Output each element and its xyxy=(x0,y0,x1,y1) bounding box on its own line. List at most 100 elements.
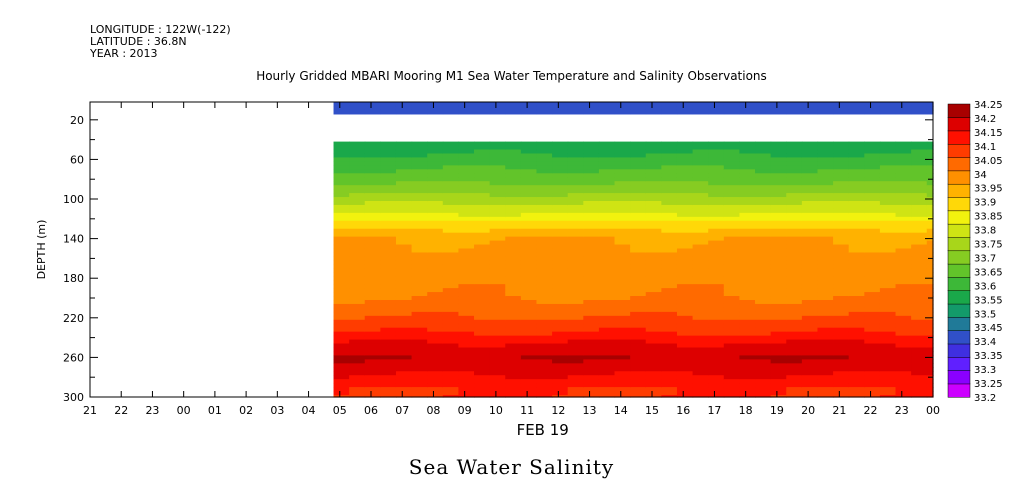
salinity-cell xyxy=(926,153,934,159)
salinity-cell xyxy=(739,220,756,226)
salinity-cell xyxy=(879,387,897,392)
salinity-cell xyxy=(333,232,350,238)
salinity-cell xyxy=(801,161,819,166)
salinity-cell xyxy=(411,244,428,250)
salinity-cell xyxy=(692,335,709,341)
salinity-cell xyxy=(630,292,647,297)
salinity-cell xyxy=(926,331,934,337)
salinity-cell xyxy=(661,216,678,222)
salinity-cell xyxy=(895,105,912,111)
salinity-cell xyxy=(520,141,538,147)
salinity-cell xyxy=(598,153,616,159)
salinity-cell xyxy=(567,311,584,317)
salinity-cell xyxy=(848,204,865,210)
salinity-cell xyxy=(333,236,350,242)
salinity-cell xyxy=(895,280,912,285)
salinity-cell xyxy=(895,375,912,380)
salinity-cell xyxy=(864,212,881,218)
salinity-cell xyxy=(786,185,803,190)
salinity-cell xyxy=(708,284,725,289)
salinity-cell xyxy=(427,161,444,166)
salinity-cell xyxy=(364,351,381,357)
salinity-cell xyxy=(739,208,756,214)
salinity-cell xyxy=(442,240,460,246)
salinity-cell xyxy=(583,212,600,218)
salinity-cell xyxy=(661,284,678,289)
salinity-cell xyxy=(505,232,522,238)
salinity-cell xyxy=(911,375,928,380)
salinity-cell xyxy=(755,161,772,166)
x-tick-label: 05 xyxy=(333,404,347,417)
salinity-cell xyxy=(489,220,506,226)
salinity-cell xyxy=(895,102,912,107)
salinity-cell xyxy=(583,224,600,230)
salinity-cell xyxy=(614,248,631,254)
salinity-cell xyxy=(520,371,538,376)
salinity-cell xyxy=(458,264,475,269)
salinity-cell xyxy=(567,323,584,329)
salinity-cell xyxy=(895,335,912,341)
salinity-cell xyxy=(770,256,787,261)
salinity-cell xyxy=(489,359,506,364)
salinity-cell xyxy=(926,343,934,349)
salinity-cell xyxy=(395,181,413,186)
salinity-cell xyxy=(333,288,350,293)
salinity-cell xyxy=(567,169,584,174)
salinity-cell xyxy=(833,359,850,364)
salinity-cell xyxy=(755,105,772,111)
salinity-cell xyxy=(895,244,912,250)
salinity-cell xyxy=(879,260,897,265)
x-tick-label: 01 xyxy=(208,404,222,417)
salinity-cell xyxy=(552,367,569,372)
salinity-cell xyxy=(817,157,834,162)
salinity-cell xyxy=(770,367,787,372)
salinity-cell xyxy=(552,232,569,238)
salinity-cell xyxy=(598,315,616,321)
salinity-cell xyxy=(458,296,475,301)
salinity-cell xyxy=(458,335,475,341)
salinity-cell xyxy=(583,220,600,226)
salinity-cell xyxy=(614,335,631,341)
salinity-cell xyxy=(864,141,881,147)
salinity-cell xyxy=(770,248,787,254)
salinity-cell xyxy=(614,102,631,107)
salinity-cell xyxy=(583,244,600,250)
salinity-cell xyxy=(411,236,428,242)
salinity-cell xyxy=(598,299,616,305)
salinity-cell xyxy=(723,323,741,329)
salinity-cell xyxy=(536,327,553,333)
salinity-cell xyxy=(552,288,569,293)
salinity-cell xyxy=(489,276,506,281)
salinity-cell xyxy=(833,395,850,398)
salinity-cell xyxy=(879,347,897,353)
salinity-cell xyxy=(833,280,850,285)
salinity-cell xyxy=(489,303,506,309)
salinity-cell xyxy=(708,339,725,345)
salinity-cell xyxy=(911,141,928,147)
salinity-cell xyxy=(926,367,934,372)
salinity-cell xyxy=(801,288,819,293)
salinity-cell xyxy=(723,371,741,376)
salinity-cell xyxy=(676,181,694,186)
salinity-cell xyxy=(708,355,725,360)
salinity-cell xyxy=(723,228,741,234)
salinity-cell xyxy=(520,359,538,364)
salinity-cell xyxy=(333,145,350,151)
salinity-cell xyxy=(567,280,584,285)
salinity-cell xyxy=(755,339,772,345)
salinity-cell xyxy=(801,339,819,345)
salinity-cell xyxy=(380,153,397,159)
salinity-cell xyxy=(364,379,381,384)
salinity-cell xyxy=(848,181,865,186)
salinity-cell xyxy=(427,311,444,317)
salinity-cell xyxy=(567,157,584,162)
salinity-cell xyxy=(833,177,850,182)
salinity-cell xyxy=(661,383,678,388)
salinity-cell xyxy=(552,185,569,190)
salinity-cell xyxy=(692,248,709,254)
salinity-cell xyxy=(458,177,475,182)
salinity-cell xyxy=(801,220,819,226)
salinity-cell xyxy=(474,311,491,317)
salinity-cell xyxy=(676,220,694,226)
salinity-cell xyxy=(801,169,819,174)
